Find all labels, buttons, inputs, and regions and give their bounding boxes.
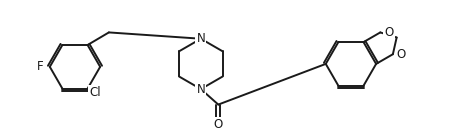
Text: Cl: Cl — [89, 86, 101, 99]
Text: N: N — [197, 83, 205, 96]
Text: O: O — [384, 26, 394, 39]
Text: O: O — [214, 118, 223, 131]
Text: O: O — [397, 48, 406, 61]
Text: F: F — [36, 60, 43, 73]
Text: N: N — [197, 32, 205, 45]
